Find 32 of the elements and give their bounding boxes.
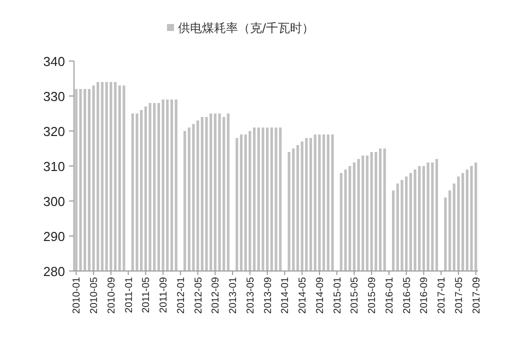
x-tick-label: 2014-09: [314, 276, 326, 314]
x-tick-label: 2016-05: [402, 276, 413, 314]
y-tick-label: 320: [43, 124, 65, 139]
x-tick-label: 2010-09: [106, 276, 118, 314]
x-tick-label: 2011-09: [158, 276, 170, 313]
legend-label: 供电煤耗率（克/千瓦时）: [178, 21, 314, 35]
x-tick-label: 2013-01: [228, 276, 240, 314]
x-tick-label: 2013-09: [262, 276, 274, 314]
x-tick-label: 2014-05: [298, 276, 309, 314]
x-tick-label: 2012-05: [193, 276, 204, 314]
x-tick-label: 2016-09: [419, 276, 430, 314]
x-tick-label: 2015-09: [367, 276, 378, 314]
x-tick-label: 2013-05: [245, 276, 256, 314]
x-tick-label: 2011-01: [124, 276, 135, 313]
x-tick-label: 2011-05: [141, 276, 152, 313]
x-tick-label: 2017-09: [471, 276, 482, 314]
x-tick-label: 2015-01: [332, 276, 344, 314]
y-tick-label: 280: [43, 264, 65, 279]
x-tick-label: 2010-05: [89, 276, 100, 314]
x-tick-label: 2012-01: [176, 276, 187, 314]
x-tick-label: 2016-01: [384, 276, 396, 314]
x-tick-label: 2014-01: [280, 276, 292, 314]
x-tick-label: 2015-05: [350, 276, 361, 314]
x-tick-label: 2017-01: [436, 276, 448, 314]
x-tick-label: 2017-05: [454, 276, 465, 314]
y-tick-label: 300: [43, 194, 65, 209]
y-tick-label: 330: [43, 89, 65, 104]
y-tick-label: 340: [43, 54, 65, 69]
y-tick-label: 290: [43, 229, 65, 244]
y-tick-label: 310: [43, 159, 65, 174]
x-tick-label: 2012-09: [210, 276, 222, 314]
x-tick-label: 2010-01: [72, 276, 83, 314]
